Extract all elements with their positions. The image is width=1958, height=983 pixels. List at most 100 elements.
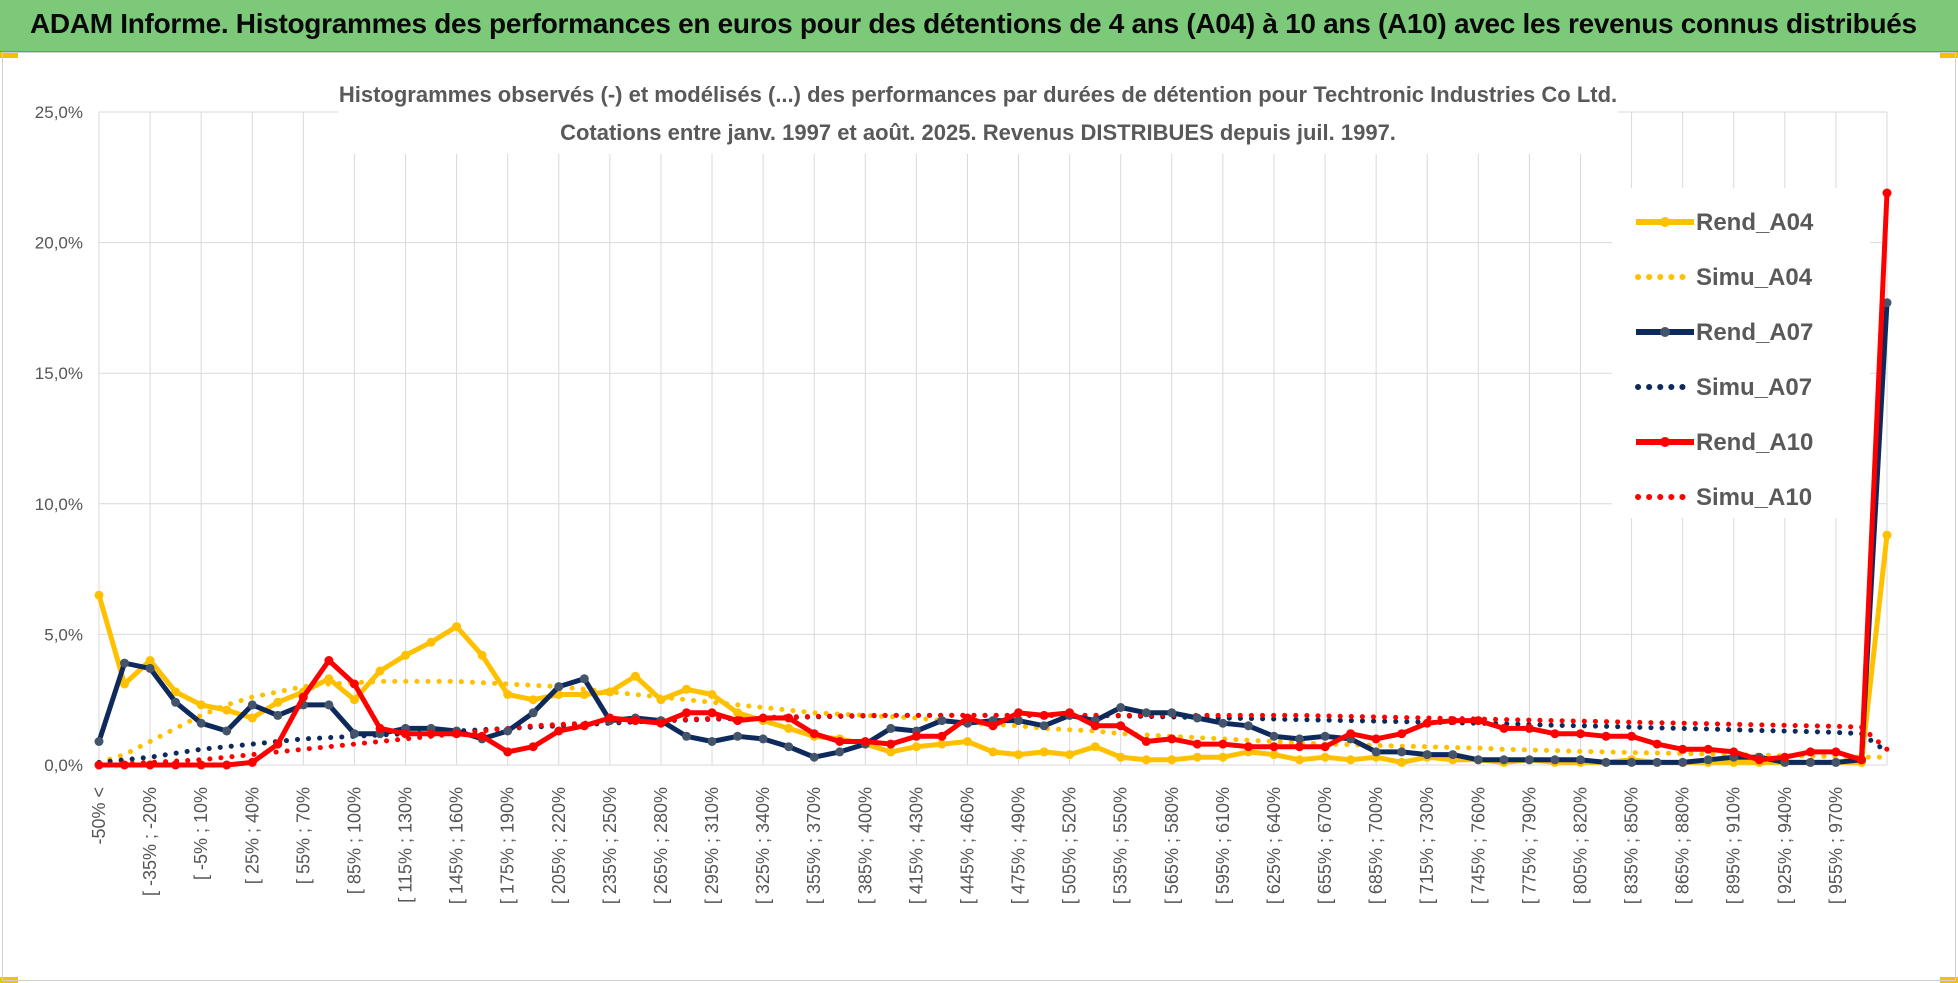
data-point	[94, 590, 104, 600]
data-point	[1218, 718, 1228, 728]
data-point	[171, 760, 181, 770]
data-point	[937, 716, 947, 726]
data-point	[426, 637, 436, 647]
y-tick-label: 5,0%	[44, 625, 83, 644]
data-point	[349, 679, 359, 689]
data-point	[1141, 708, 1151, 718]
data-point	[1295, 742, 1304, 752]
data-point	[1805, 747, 1815, 757]
data-point	[1269, 742, 1279, 752]
data-point	[1269, 750, 1279, 760]
data-point	[1295, 755, 1304, 765]
data-point	[1703, 744, 1713, 754]
data-point	[1320, 742, 1330, 752]
legend-background	[1612, 188, 1870, 518]
data-point	[375, 666, 385, 676]
data-point	[1218, 752, 1228, 762]
data-point	[1243, 721, 1253, 731]
x-tick-label: [ -5% ; 10%	[191, 787, 211, 880]
data-point	[503, 690, 513, 699]
data-point	[911, 742, 921, 752]
series-simu-a10	[96, 712, 1890, 768]
data-point	[988, 721, 998, 731]
x-tick-label: [ 85% ; 100%	[344, 787, 364, 894]
legend-item-simu-a04: Simu_A04	[1635, 264, 1813, 291]
data-point	[1014, 716, 1023, 726]
data-point	[1090, 721, 1100, 731]
data-point	[1167, 734, 1177, 744]
data-point	[1831, 757, 1841, 767]
data-point	[835, 737, 845, 746]
data-point	[579, 690, 589, 699]
y-tick-label: 20,0%	[35, 234, 83, 253]
data-point	[758, 713, 768, 723]
data-point	[196, 760, 206, 770]
data-point	[324, 700, 334, 710]
x-tick-label: [ 565% ; 580%	[1162, 787, 1182, 904]
x-tick-label: [ -35% ; -20%	[140, 787, 160, 896]
x-tick-label: [ 175% ; 190%	[498, 787, 518, 904]
x-axis: -50% < [ -35% ; -20% [ -5% ; 10% [ 25% ; 40…	[89, 787, 1846, 904]
series-lines	[94, 188, 1892, 770]
data-point	[1320, 752, 1330, 762]
data-point	[94, 737, 104, 746]
data-point	[1652, 757, 1662, 767]
data-point	[1601, 731, 1611, 741]
data-point	[1090, 742, 1100, 752]
series-line	[96, 712, 1890, 768]
x-tick-label: [ 205% ; 220%	[549, 787, 569, 904]
data-point	[452, 729, 462, 739]
data-point	[120, 658, 129, 668]
data-point	[579, 674, 589, 684]
data-point	[298, 692, 308, 702]
data-point	[963, 737, 972, 746]
data-point	[1882, 530, 1892, 540]
x-tick-label: [ 475% ; 490%	[1009, 787, 1029, 904]
corner-marker-top-left	[0, 52, 18, 58]
x-tick-label: [ 25% ; 40%	[242, 787, 262, 884]
data-point	[886, 747, 896, 757]
x-tick-label: [ 685% ; 700%	[1366, 787, 1386, 904]
data-point	[477, 731, 487, 741]
data-point	[528, 708, 538, 718]
x-tick-label: [ 505% ; 520%	[1060, 787, 1080, 904]
data-point	[1065, 750, 1075, 760]
data-point	[503, 747, 513, 757]
x-tick-label: [ 775% ; 790%	[1519, 787, 1539, 904]
data-point	[247, 713, 257, 723]
data-point	[1346, 729, 1356, 739]
data-point	[1167, 755, 1177, 765]
data-point	[682, 708, 691, 718]
data-point	[1473, 716, 1483, 726]
data-point	[707, 708, 717, 718]
x-tick-label: [ 655% ; 670%	[1315, 787, 1335, 904]
data-point	[222, 760, 232, 770]
x-tick-label: [ 325% ; 340%	[753, 787, 773, 904]
data-point	[477, 650, 487, 660]
data-point	[1422, 718, 1432, 728]
data-point	[222, 726, 232, 736]
data-point	[273, 739, 283, 749]
data-point	[120, 760, 129, 770]
data-point	[1014, 750, 1023, 760]
chart-title: Histogrammes observés (-) et modélisés (…	[339, 82, 1617, 107]
legend-item-simu-a07: Simu_A07	[1635, 374, 1812, 401]
data-point	[911, 731, 921, 741]
data-point	[324, 656, 334, 665]
data-point	[1039, 747, 1049, 757]
data-point	[1397, 729, 1407, 739]
data-point	[1346, 755, 1356, 765]
x-tick-label: [ 895% ; 910%	[1724, 787, 1744, 904]
x-tick-label: -50% <	[89, 787, 109, 845]
data-point	[145, 760, 155, 770]
report-title: ADAM Informe. Histogrammes des performan…	[30, 8, 1917, 39]
data-point	[324, 674, 334, 684]
legend-marker	[1660, 217, 1670, 227]
data-point	[554, 682, 564, 692]
data-point	[809, 752, 819, 762]
x-tick-label: [ 535% ; 550%	[1111, 787, 1131, 904]
x-tick-label: [ 295% ; 310%	[702, 787, 722, 904]
y-tick-label: 0,0%	[44, 756, 83, 775]
data-point	[145, 656, 155, 665]
